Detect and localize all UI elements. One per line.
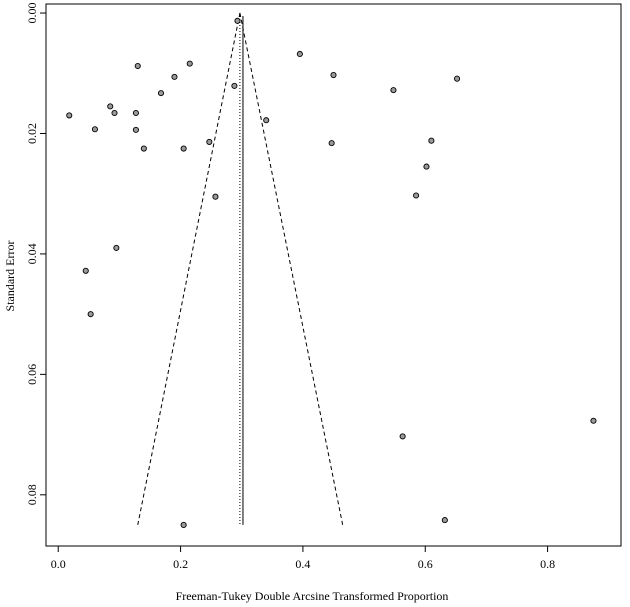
- data-point-18: [296, 50, 303, 58]
- data-point-15: [231, 82, 238, 89]
- data-point-25: [454, 75, 461, 82]
- data-point-27: [82, 267, 89, 274]
- reference-lines: [239, 13, 244, 525]
- x-tick-label-2: 0.2: [173, 557, 188, 571]
- y-axis-label: Standard Error: [3, 241, 17, 312]
- data-point-8: [140, 145, 147, 152]
- funnel-left-line: [137, 12, 241, 526]
- x-axis: 0.0 0.2 0.4 0.6 0.8: [51, 546, 555, 571]
- x-tick-label-1: 0.0: [51, 557, 66, 571]
- data-point-17: [263, 117, 270, 124]
- data-point-3: [107, 103, 114, 110]
- x-tick-label-3: 0.4: [295, 557, 310, 571]
- x-axis-label: Freeman-Tukey Double Arcsine Transformed…: [176, 589, 449, 603]
- data-point-22: [413, 192, 420, 199]
- data-point-14: [212, 193, 219, 200]
- data-point-11: [186, 60, 193, 67]
- data-point-12: [180, 145, 187, 152]
- data-point-19: [330, 72, 337, 79]
- x-tick-label-5: 0.8: [540, 557, 555, 571]
- data-point-20: [328, 140, 335, 147]
- x-tick-label-4: 0.6: [418, 557, 433, 571]
- y-tick-label-4: 0.06: [25, 364, 39, 385]
- data-point-13: [206, 138, 213, 145]
- data-point-21: [390, 87, 397, 94]
- funnel-right-line: [239, 12, 344, 526]
- data-point-4: [111, 109, 118, 117]
- data-point-31: [180, 521, 187, 528]
- data-point-10: [171, 73, 178, 80]
- y-tick-label-3: 0.04: [25, 243, 39, 264]
- data-point-6: [132, 109, 139, 117]
- data-point-16: [234, 17, 241, 24]
- data-point-28: [87, 311, 94, 318]
- funnel-lines: [137, 12, 344, 526]
- data-point-23: [423, 163, 430, 170]
- data-point-30: [590, 417, 597, 424]
- y-tick-label-2: 0.02: [25, 123, 39, 144]
- data-point-26: [113, 244, 120, 251]
- data-point-1: [66, 112, 73, 119]
- data-point-24: [428, 137, 435, 144]
- y-axis: 0.00 0.02 0.04 0.06 0.08: [25, 3, 46, 505]
- data-point-2: [91, 126, 98, 133]
- data-point-32: [441, 517, 448, 524]
- data-point-7: [132, 126, 139, 133]
- data-point-9: [157, 90, 165, 97]
- plot-frame: [45, 3, 622, 547]
- data-points: [66, 17, 597, 528]
- data-point-5: [134, 62, 141, 70]
- y-tick-label-5: 0.08: [25, 484, 39, 505]
- y-tick-label-1: 0.00: [25, 3, 39, 24]
- data-point-29: [399, 433, 406, 440]
